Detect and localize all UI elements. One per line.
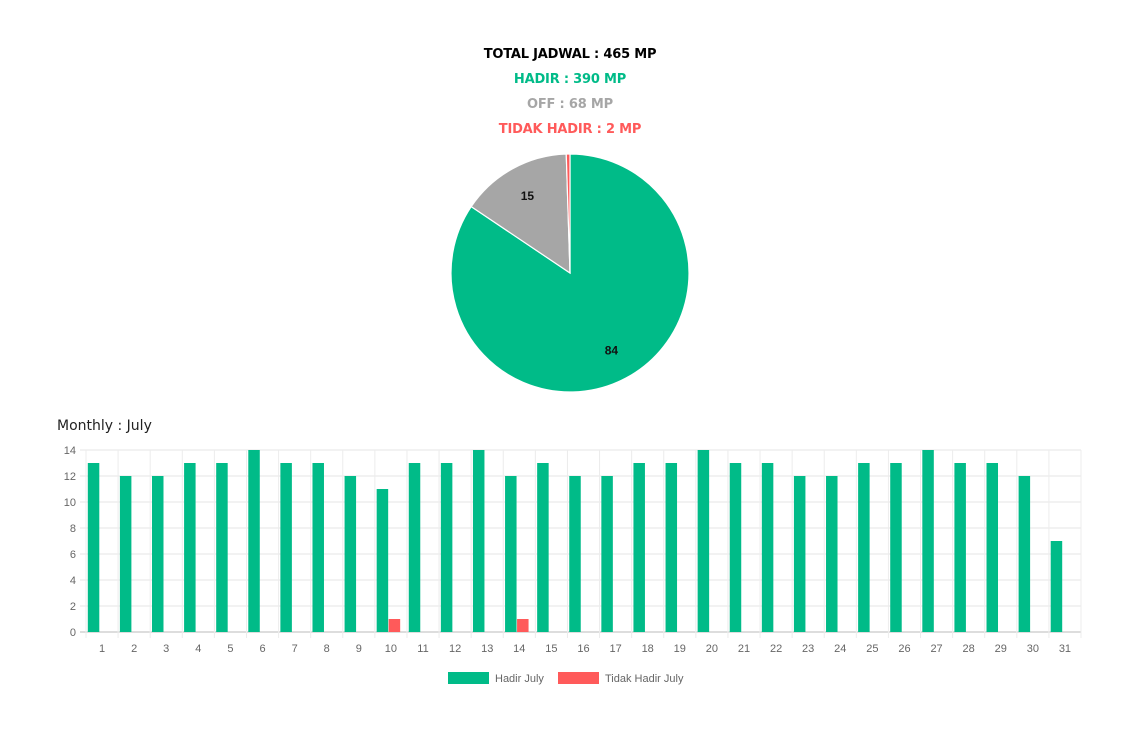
- bar-hadir: [633, 463, 645, 632]
- bar-hadir: [376, 489, 389, 632]
- bar-hadir: [440, 463, 453, 632]
- legend-label: Hadir July: [495, 673, 544, 685]
- y-tick-label: 10: [64, 497, 76, 509]
- x-tick-label: 25: [866, 643, 878, 655]
- x-tick-label: 20: [706, 643, 718, 655]
- y-tick-label: 4: [70, 575, 76, 587]
- x-tick-label: 23: [802, 643, 814, 655]
- pie-slice-label: 84: [605, 344, 619, 358]
- absent-label: TIDAK HADIR : 2 MP: [498, 122, 642, 137]
- x-tick-label: 2: [131, 643, 137, 655]
- x-tick-label: 24: [834, 643, 846, 655]
- legend-swatch: [448, 672, 489, 684]
- bar-hadir: [954, 463, 966, 632]
- x-tick-label: 31: [1059, 643, 1071, 655]
- y-tick-label: 2: [70, 601, 76, 613]
- x-tick-label: 13: [481, 643, 493, 655]
- bar-hadir: [986, 463, 999, 632]
- bar-tidak-hadir: [388, 619, 401, 632]
- x-tick-label: 9: [356, 643, 362, 655]
- x-tick-label: 18: [642, 643, 654, 655]
- x-tick-label: 26: [898, 643, 910, 655]
- x-tick-label: 1: [99, 643, 105, 655]
- x-tick-label: 16: [577, 643, 589, 655]
- legend-swatch: [558, 672, 599, 684]
- bar-hadir: [151, 476, 164, 632]
- bar-hadir: [119, 476, 132, 632]
- bar-hadir: [1018, 476, 1031, 632]
- x-tick-label: 15: [545, 643, 557, 655]
- bar-hadir: [87, 463, 100, 632]
- bar-hadir: [697, 450, 710, 632]
- x-tick-label: 3: [163, 643, 169, 655]
- x-tick-label: 12: [449, 643, 461, 655]
- bar-hadir: [922, 450, 934, 632]
- bar-hadir: [826, 476, 838, 632]
- monthly-title: Monthly : July: [57, 418, 152, 434]
- bar-hadir: [344, 476, 357, 632]
- x-tick-label: 21: [738, 643, 750, 655]
- bar-hadir: [729, 463, 742, 632]
- bar-hadir: [537, 463, 549, 632]
- y-tick-label: 14: [64, 445, 76, 457]
- pie-slice-label: 15: [521, 189, 535, 203]
- bar-hadir: [890, 463, 902, 632]
- y-tick-label: 0: [70, 627, 76, 639]
- x-tick-label: 17: [609, 643, 621, 655]
- total-schedule-label: TOTAL JADWAL : 465 MP: [483, 47, 657, 62]
- x-tick-label: 4: [195, 643, 201, 655]
- bar-hadir: [312, 463, 324, 632]
- bar-hadir: [1050, 541, 1063, 632]
- bar-hadir: [858, 463, 870, 632]
- bar-tidak-hadir: [517, 619, 529, 632]
- bar-hadir: [665, 463, 678, 632]
- x-tick-label: 19: [674, 643, 686, 655]
- x-tick-label: 28: [963, 643, 975, 655]
- bar-hadir: [569, 476, 581, 632]
- pie-slice: [470, 153, 571, 275]
- bar-hadir: [761, 463, 774, 632]
- pie-slice: [450, 153, 690, 393]
- bar-hadir: [216, 463, 228, 632]
- y-tick-label: 12: [64, 471, 76, 483]
- legend-label: Tidak Hadir July: [605, 673, 684, 685]
- x-tick-label: 10: [385, 643, 397, 655]
- bar-hadir: [184, 463, 196, 632]
- bar-hadir: [472, 450, 485, 632]
- bar-hadir: [601, 476, 613, 632]
- bar-hadir: [505, 476, 517, 632]
- x-tick-label: 5: [227, 643, 233, 655]
- bar-hadir: [793, 476, 806, 632]
- x-tick-label: 8: [324, 643, 330, 655]
- off-label: OFF : 68 MP: [527, 97, 613, 112]
- x-tick-label: 6: [259, 643, 265, 655]
- attendance-pie-chart: 84 15: [450, 153, 690, 393]
- y-tick-label: 6: [70, 549, 76, 561]
- x-tick-label: 14: [513, 643, 525, 655]
- x-tick-label: 22: [770, 643, 782, 655]
- x-tick-label: 7: [292, 643, 298, 655]
- bar-hadir: [280, 463, 292, 632]
- bar-hadir: [408, 463, 421, 632]
- x-tick-label: 30: [1027, 643, 1039, 655]
- pie-slice: [565, 153, 571, 274]
- y-tick-label: 8: [70, 523, 76, 535]
- x-tick-label: 27: [930, 643, 942, 655]
- x-tick-label: 11: [417, 643, 428, 655]
- attendance-summary: TOTAL JADWAL : 465 MP HADIR : 390 MP OFF…: [0, 42, 1140, 142]
- x-tick-label: 29: [995, 643, 1007, 655]
- present-label: HADIR : 390 MP: [513, 72, 627, 87]
- bar-hadir: [248, 450, 260, 632]
